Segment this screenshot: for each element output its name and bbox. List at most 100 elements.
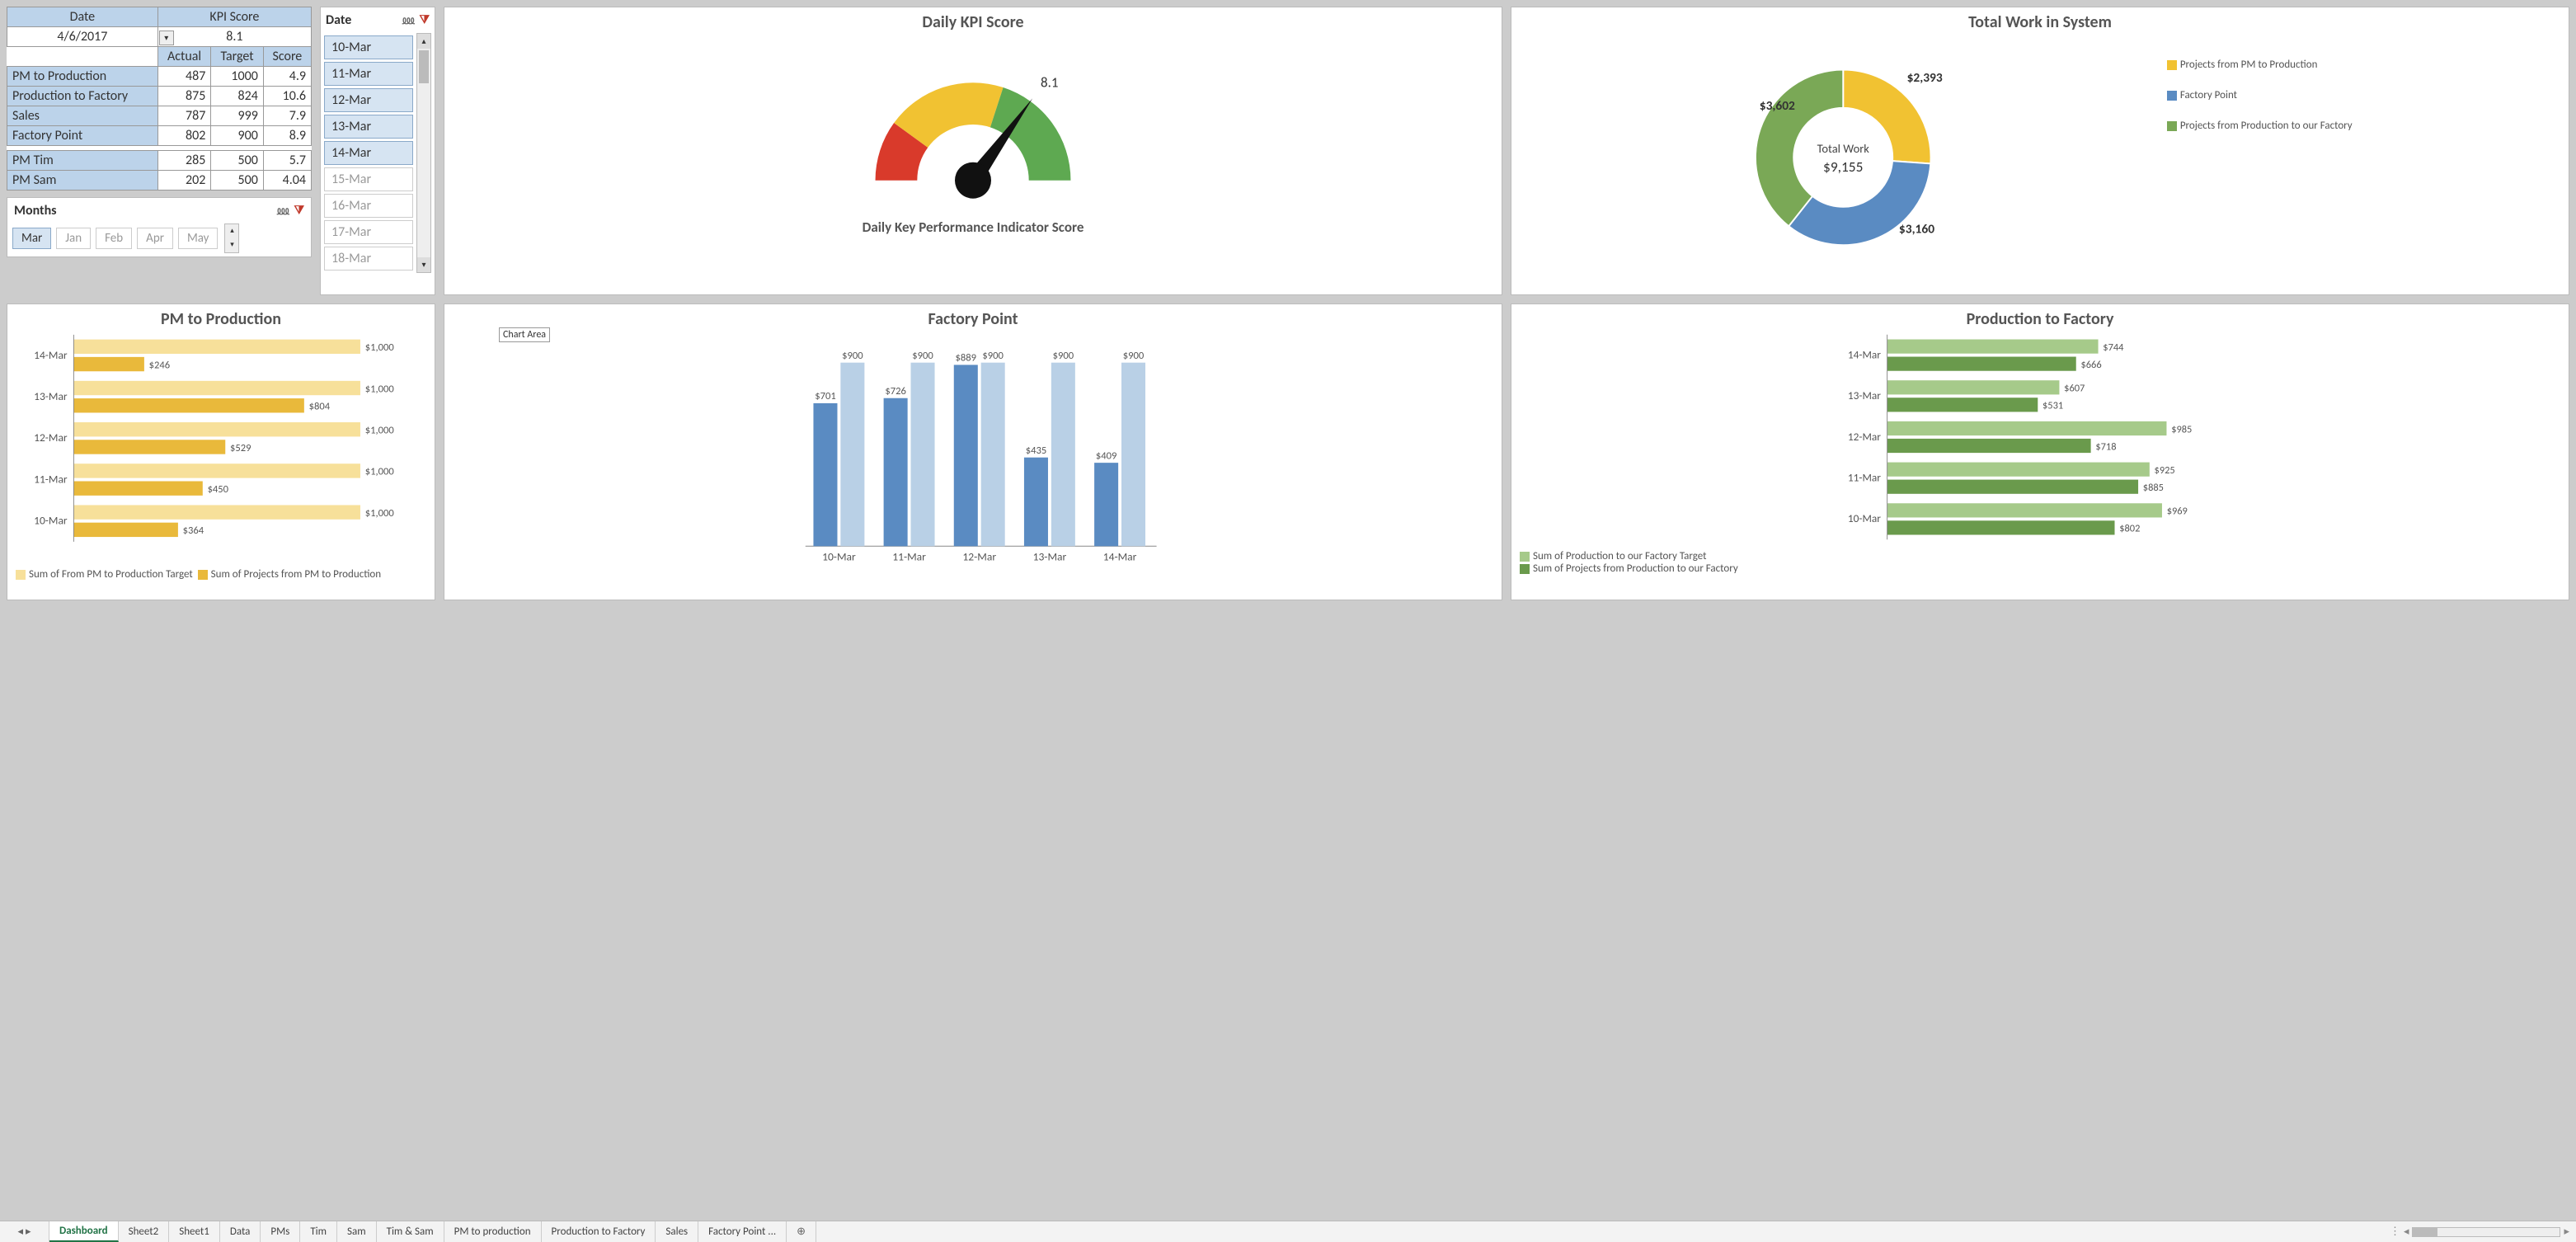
add-sheet-button[interactable]: ⊕ (787, 1221, 816, 1242)
donut-title: Total Work in System (1511, 7, 2569, 34)
svg-text:$1,000: $1,000 (365, 341, 395, 354)
svg-text:Total Work: Total Work (1817, 141, 1870, 156)
donut-legend-item: Projects from Production to our Factory (2167, 120, 2562, 132)
date-slicer-item[interactable]: 18-Mar (324, 247, 413, 271)
month-slicer-item[interactable]: Apr (137, 228, 173, 249)
svg-text:$1,000: $1,000 (365, 466, 395, 478)
col-target: Target (211, 47, 263, 67)
date-slicer-item[interactable]: 15-Mar (324, 167, 413, 191)
multiselect-icon[interactable]: ⅏ (402, 12, 414, 28)
sheet-tab[interactable]: PMs (261, 1221, 300, 1242)
svg-text:10-Mar: 10-Mar (34, 514, 68, 528)
svg-text:$985: $985 (2171, 423, 2192, 435)
sheet-tab[interactable]: PM to production (444, 1221, 542, 1242)
month-slicer-item[interactable]: Jan (56, 228, 91, 249)
svg-text:$607: $607 (2064, 383, 2085, 395)
table-row: Sales7879997.9 (7, 106, 312, 126)
daily-kpi-gauge-panel: Daily KPI Score 8.1 Daily Key Performanc… (444, 7, 1502, 295)
date-dropdown-icon[interactable]: ▾ (159, 31, 174, 45)
svg-text:$666: $666 (2080, 359, 2101, 371)
date-header: Date (7, 7, 158, 27)
sheet-tab[interactable]: Sam (337, 1221, 377, 1242)
svg-text:$3,602: $3,602 (1760, 98, 1795, 114)
table-row: Production to Factory87582410.6 (7, 87, 312, 106)
svg-text:10-Mar: 10-Mar (1848, 511, 1881, 525)
svg-text:$701: $701 (815, 390, 836, 402)
pm-chart-title: PM to Production (7, 304, 435, 331)
month-slicer-item[interactable]: Mar (12, 228, 51, 249)
date-slicer-item[interactable]: 13-Mar (324, 115, 413, 139)
svg-text:$900: $900 (912, 350, 933, 362)
svg-text:14-Mar: 14-Mar (34, 348, 68, 362)
svg-text:$889: $889 (956, 352, 977, 365)
svg-text:$409: $409 (1096, 449, 1117, 462)
svg-text:$726: $726 (885, 385, 906, 398)
sheet-tab[interactable]: Tim (300, 1221, 337, 1242)
col-actual: Actual (157, 47, 211, 67)
svg-text:10-Mar: 10-Mar (822, 550, 856, 564)
svg-text:$744: $744 (2103, 341, 2124, 354)
months-slicer: Months ⅏ ⧩ MarJanFebAprMay ▴▾ (7, 197, 312, 257)
svg-text:$1,000: $1,000 (365, 383, 395, 395)
svg-text:13-Mar: 13-Mar (1033, 550, 1067, 564)
clear-filter-icon[interactable]: ⧩ (294, 203, 305, 219)
prod-chart-title: Production to Factory (1511, 304, 2569, 331)
date-slicer-item[interactable]: 11-Mar (324, 62, 413, 86)
sheet-tab[interactable]: Sheet2 (119, 1221, 170, 1242)
date-slicer-item[interactable]: 17-Mar (324, 220, 413, 244)
sheet-tab[interactable]: Sheet1 (169, 1221, 220, 1242)
svg-text:$364: $364 (183, 525, 204, 537)
months-scroll[interactable]: ▴▾ (224, 223, 239, 253)
date-slicer-item[interactable]: 12-Mar (324, 88, 413, 112)
kpi-value: 8.1 (157, 27, 311, 47)
svg-text:$529: $529 (230, 442, 251, 454)
svg-text:13-Mar: 13-Mar (1848, 388, 1881, 402)
months-slicer-title: Months (14, 203, 57, 219)
gauge-subtitle: Daily Key Performance Indicator Score (444, 219, 1502, 236)
svg-text:$246: $246 (149, 359, 170, 371)
sheet-tab[interactable]: Sales (656, 1221, 698, 1242)
svg-text:$802: $802 (2119, 523, 2140, 535)
horizontal-scrollbar[interactable]: ⋮◂▸ (2383, 1221, 2576, 1242)
svg-text:$1,000: $1,000 (365, 507, 395, 520)
date-value-cell[interactable]: 4/6/2017 ▾ (7, 27, 158, 47)
svg-text:$900: $900 (1123, 350, 1145, 362)
sheet-tab[interactable]: Tim & Sam (377, 1221, 444, 1242)
date-slicer-title: Date (326, 12, 351, 28)
tab-nav-arrows[interactable]: ◂ ▸ (0, 1221, 49, 1242)
prod-chart-legend: Sum of Production to our Factory Target … (1511, 547, 2569, 578)
sheet-tab[interactable]: Production to Factory (542, 1221, 656, 1242)
svg-text:$718: $718 (2095, 440, 2116, 453)
date-slicer: Date ⅏ ⧩ 10-Mar11-Mar12-Mar13-Mar14-Mar1… (320, 7, 435, 295)
svg-text:14-Mar: 14-Mar (1103, 550, 1137, 564)
sheet-tab[interactable]: Factory Point ... (698, 1221, 787, 1242)
donut-legend-item: Projects from PM to Production (2167, 59, 2562, 71)
table-row: PM Sam2025004.04 (7, 171, 312, 191)
svg-text:$450: $450 (208, 483, 229, 496)
date-slicer-scrollbar[interactable]: ▴ ▾ (416, 33, 431, 273)
svg-text:11-Mar: 11-Mar (34, 472, 68, 486)
clear-filter-icon[interactable]: ⧩ (420, 12, 430, 28)
date-slicer-item[interactable]: 16-Mar (324, 194, 413, 218)
date-slicer-item[interactable]: 10-Mar (324, 35, 413, 59)
month-slicer-item[interactable]: May (178, 228, 219, 249)
factory-point-panel: Chart Area Factory Point $701$90010-Mar$… (444, 303, 1502, 600)
sheet-tab[interactable]: Dashboard (49, 1221, 119, 1242)
svg-text:8.1: 8.1 (1041, 74, 1058, 92)
svg-text:11-Mar: 11-Mar (1848, 471, 1881, 485)
svg-text:$900: $900 (982, 350, 1004, 362)
svg-text:13-Mar: 13-Mar (34, 389, 68, 403)
gauge-title: Daily KPI Score (444, 7, 1502, 34)
date-slicer-item[interactable]: 14-Mar (324, 141, 413, 165)
kpi-header-table: Date KPI Score 4/6/2017 ▾ 8.1 Actual Tar… (7, 7, 312, 191)
factory-chart-title: Factory Point (444, 304, 1502, 331)
svg-text:14-Mar: 14-Mar (1848, 347, 1881, 361)
sheet-tab[interactable]: Data (220, 1221, 261, 1242)
multiselect-icon[interactable]: ⅏ (277, 203, 289, 219)
svg-text:12-Mar: 12-Mar (1848, 430, 1881, 444)
svg-text:$969: $969 (2167, 506, 2188, 518)
svg-text:11-Mar: 11-Mar (892, 550, 926, 564)
svg-text:$531: $531 (2042, 400, 2063, 412)
month-slicer-item[interactable]: Feb (96, 228, 132, 249)
svg-text:$804: $804 (309, 401, 331, 413)
